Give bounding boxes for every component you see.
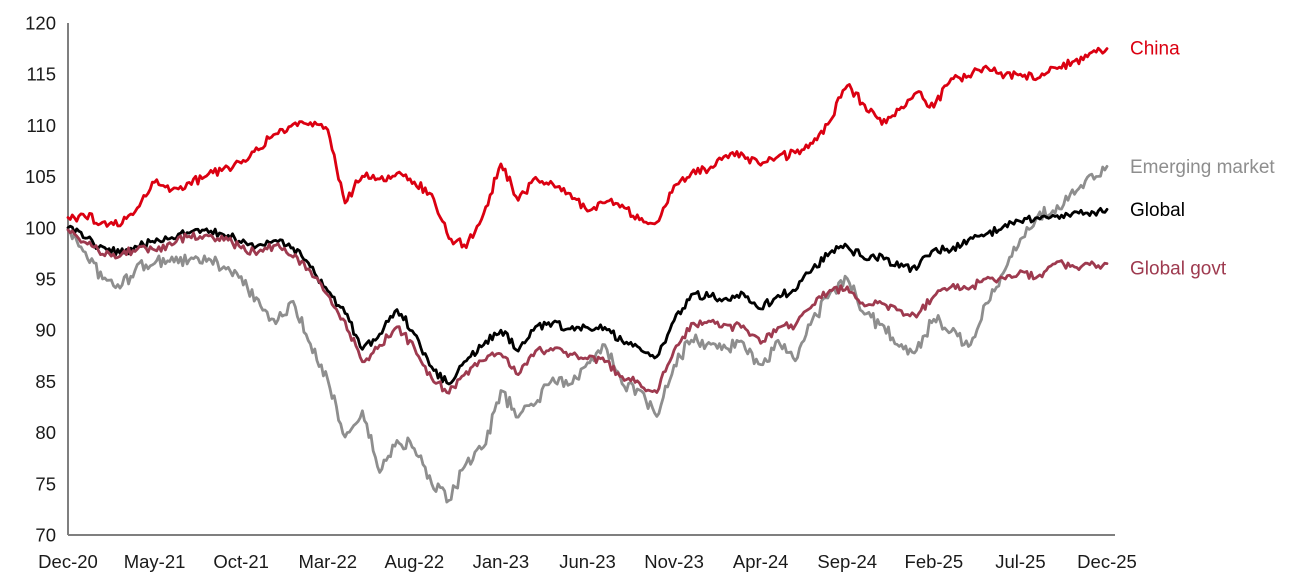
x-tick-label-jan-23: Jan-23 <box>473 551 530 572</box>
x-tick-label-dec-25: Dec-25 <box>1077 551 1137 572</box>
x-tick-label-apr-24: Apr-24 <box>733 551 789 572</box>
y-tick-label-80: 80 <box>35 422 56 443</box>
series-line-emerging-market <box>66 164 1109 504</box>
x-tick-label-jun-23: Jun-23 <box>559 551 616 572</box>
x-tick-label-feb-25: Feb-25 <box>905 551 964 572</box>
x-tick-label-sep-24: Sep-24 <box>817 551 877 572</box>
y-tick-label-70: 70 <box>35 525 56 546</box>
y-tick-label-90: 90 <box>35 320 56 341</box>
x-tick-label-dec-20: Dec-20 <box>38 551 98 572</box>
y-tick-label-85: 85 <box>35 371 56 392</box>
y-tick-label-110: 110 <box>27 115 57 136</box>
y-tick-label-95: 95 <box>35 269 56 290</box>
y-tick-label-120: 120 <box>25 13 56 34</box>
series-end-label-global-govt: Global govt <box>1130 259 1227 280</box>
x-tick-label-oct-21: Oct-21 <box>213 551 269 572</box>
x-tick-label-aug-22: Aug-22 <box>385 551 445 572</box>
x-tick-label-nov-23: Nov-23 <box>644 551 704 572</box>
series-line-global-govt <box>66 228 1109 395</box>
y-tick-label-100: 100 <box>25 217 56 238</box>
y-tick-label-75: 75 <box>35 473 56 494</box>
y-tick-label-105: 105 <box>25 166 56 187</box>
series-line-china <box>66 46 1109 250</box>
series-line-global <box>66 206 1109 386</box>
y-tick-label-115: 115 <box>27 64 57 85</box>
series-end-label-emerging-market: Emerging market <box>1130 157 1275 178</box>
x-tick-label-mar-22: Mar-22 <box>298 551 357 572</box>
series-end-label-global: Global <box>1130 200 1185 221</box>
x-tick-label-may-21: May-21 <box>124 551 186 572</box>
x-tick-label-jul-25: Jul-25 <box>995 551 1045 572</box>
series-end-label-china: China <box>1130 39 1180 60</box>
